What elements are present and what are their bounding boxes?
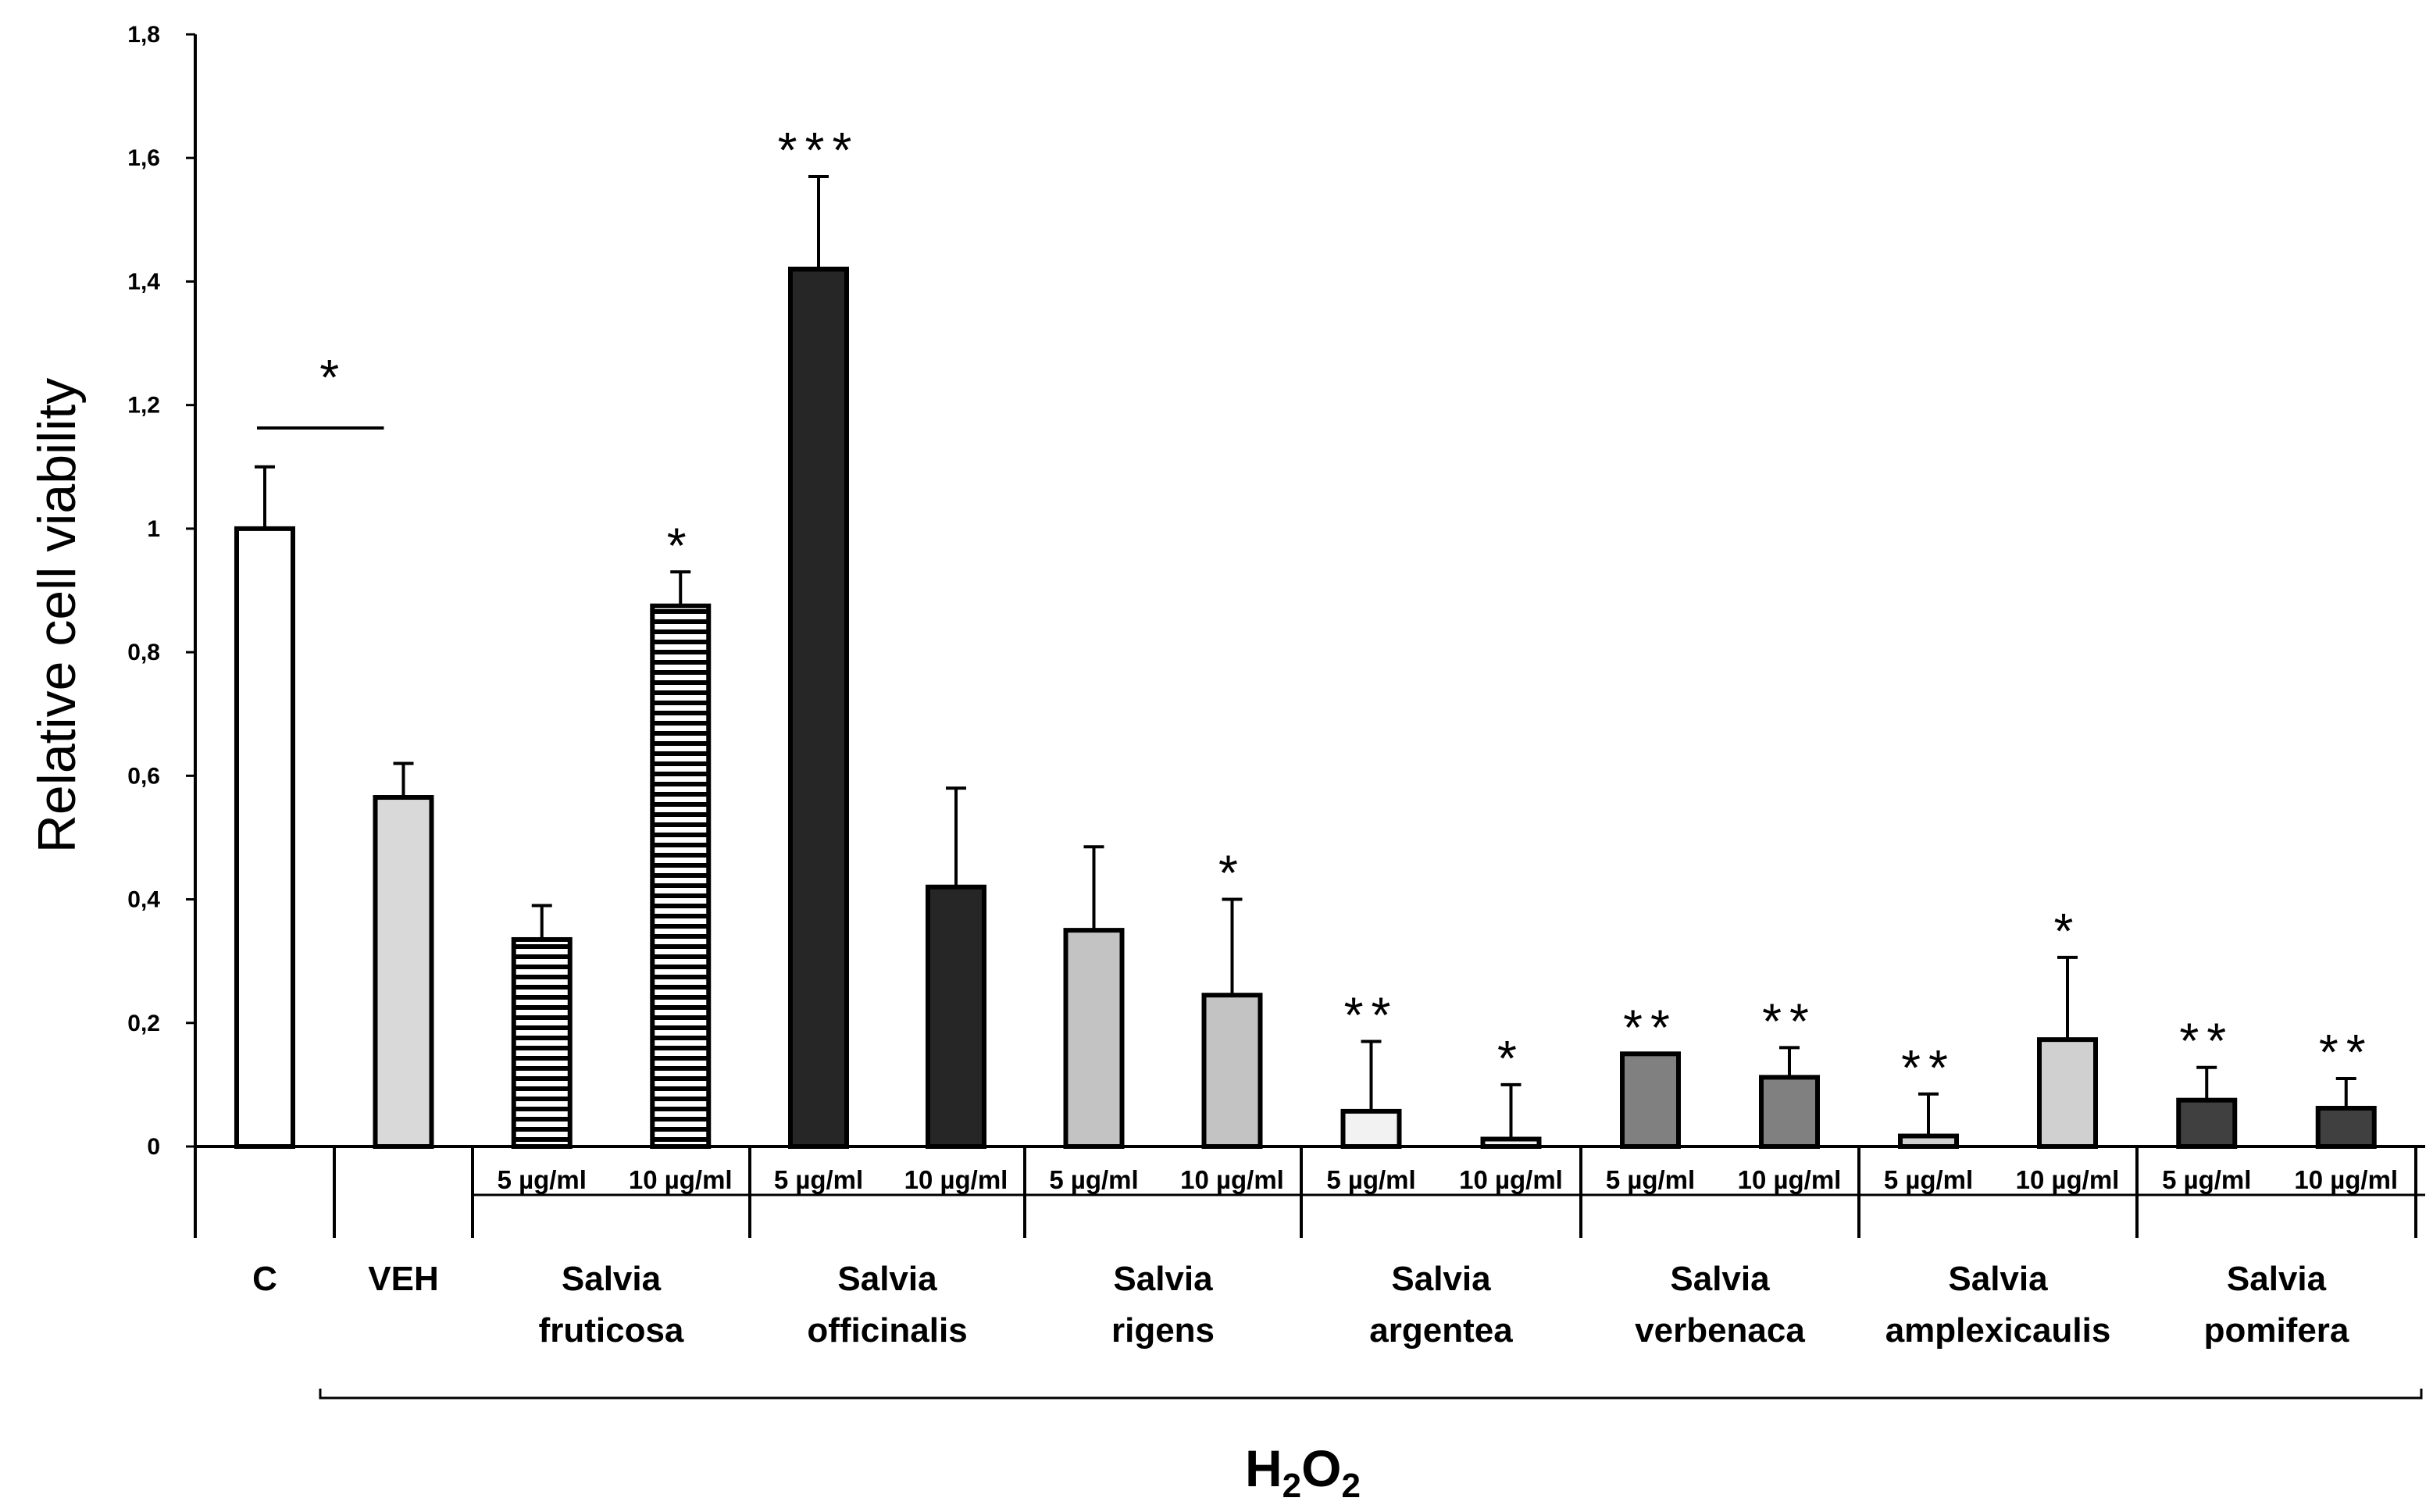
y-tick-label: 0,2 <box>127 1011 160 1036</box>
bar <box>1201 993 1263 1149</box>
significance-marker: * <box>1497 1030 1525 1086</box>
significance-marker: * <box>667 517 694 573</box>
group-label: Salvia <box>837 1260 937 1298</box>
group-label: Salvia <box>1113 1260 1213 1298</box>
bar <box>373 795 434 1149</box>
significance-marker: * <box>1218 845 1246 901</box>
y-tick-label: 1,6 <box>127 145 160 171</box>
bar <box>1898 1133 1959 1150</box>
bar <box>2176 1097 2238 1149</box>
group-label: Salvia <box>2227 1260 2327 1298</box>
significance-marker: ** <box>1344 987 1399 1043</box>
concentration-label: 5 µg/ml <box>1606 1165 1695 1194</box>
group-label: Salvia <box>1948 1260 2048 1298</box>
concentration-label: 5 µg/ml <box>1326 1165 1415 1194</box>
y-tick-label: 0,4 <box>127 887 160 913</box>
bar <box>2315 1105 2377 1150</box>
bar <box>650 603 712 1149</box>
concentration-label: 10 µg/ml <box>1180 1165 1284 1194</box>
concentration-label: 5 µg/ml <box>774 1165 863 1194</box>
y-tick-label: 1,4 <box>127 269 160 294</box>
significance-marker: *** <box>778 122 860 178</box>
significance-marker: ** <box>1623 999 1678 1055</box>
group-label: pomifera <box>2204 1311 2349 1350</box>
concentration-label: 10 µg/ml <box>904 1165 1008 1194</box>
concentration-label: 5 µg/ml <box>2162 1165 2251 1194</box>
comparison-marker: * <box>319 349 339 405</box>
group-label: C <box>252 1260 277 1298</box>
bar <box>1620 1051 1681 1150</box>
group-label: Salvia <box>562 1260 662 1298</box>
treatment-bracket: H2O2 <box>319 1389 2423 1505</box>
y-tick-label: 0 <box>147 1134 160 1160</box>
concentration-label: 10 µg/ml <box>1459 1165 1563 1194</box>
y-axis-label: Relative cell viability <box>27 378 87 853</box>
significance-marker: ** <box>1901 1040 1956 1096</box>
significance-marker: ** <box>2319 1024 2374 1080</box>
group-label: Salvia <box>1670 1260 1770 1298</box>
bar <box>1340 1108 1402 1149</box>
bar <box>1480 1136 1542 1150</box>
bars: ********** ******* *** <box>234 122 2377 1150</box>
bar <box>1759 1075 1820 1149</box>
treatment-bracket-line <box>319 1389 2423 1400</box>
y-tick-label: 1,8 <box>127 22 160 48</box>
concentration-label: 10 µg/ml <box>629 1165 733 1194</box>
concentration-label: 5 µg/ml <box>1049 1165 1138 1194</box>
group-label: verbenaca <box>1635 1311 1805 1350</box>
bar <box>234 526 295 1149</box>
group-label: officinalis <box>807 1311 967 1350</box>
significance-marker: * <box>2054 903 2082 959</box>
bar <box>1063 928 1125 1149</box>
group-label: rigens <box>1111 1311 1215 1350</box>
significance-marker: ** <box>2179 1013 2234 1069</box>
y-tick-label: 1 <box>147 516 160 542</box>
concentration-label: 5 µg/ml <box>498 1165 587 1194</box>
concentration-label: 5 µg/ml <box>1884 1165 1973 1194</box>
y-tick-label: 0,8 <box>127 640 160 665</box>
bar <box>926 884 986 1149</box>
y-tick-label: 0,6 <box>127 763 160 789</box>
category-labels: C VEH 5 µg/ml 10 µg/ml Salvia fruticosa 5 µg/m… <box>252 1165 2398 1350</box>
group-label: VEH <box>368 1260 438 1298</box>
group-label: amplexicaulis <box>1885 1311 2111 1350</box>
concentration-label: 10 µg/ml <box>2294 1165 2398 1194</box>
group-label: Salvia <box>1391 1260 1491 1298</box>
concentration-label: 10 µg/ml <box>2016 1165 2120 1194</box>
group-label: fruticosa <box>539 1311 684 1350</box>
bar <box>788 266 849 1150</box>
treatment-label: H2O2 <box>1245 1439 1361 1505</box>
bar <box>511 936 573 1149</box>
y-tick-label: 1,2 <box>127 393 160 419</box>
concentration-label: 10 µg/ml <box>1738 1165 1842 1194</box>
group-label: argentea <box>1369 1311 1513 1350</box>
significance-marker: ** <box>1762 993 1817 1049</box>
bar <box>2037 1037 2098 1150</box>
